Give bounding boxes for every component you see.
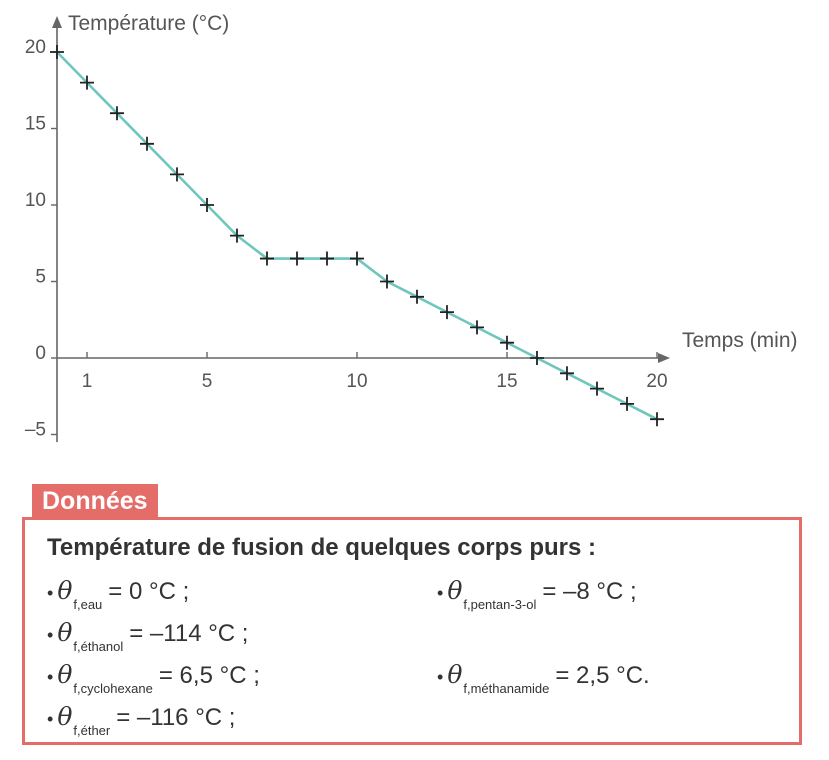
donnees-box: Température de fusion de quelques corps … bbox=[22, 517, 802, 745]
series-line bbox=[56, 51, 658, 421]
donnees-tab: Données bbox=[32, 484, 158, 518]
data-point-marker bbox=[620, 396, 634, 411]
bullet: • bbox=[47, 667, 54, 687]
data-point-marker bbox=[410, 289, 424, 304]
theta-symbol: θ bbox=[447, 660, 463, 689]
entry-subscript: f,pentan-3-ol bbox=[463, 597, 537, 612]
theta-symbol: θ bbox=[57, 618, 73, 647]
y-tick-label: 0 bbox=[35, 343, 46, 364]
donnees-heading: Température de fusion de quelques corps … bbox=[47, 534, 596, 561]
x-axis-label: Temps (min) bbox=[682, 329, 798, 352]
entry-subscript: f,eau bbox=[73, 597, 103, 612]
data-point-marker bbox=[350, 251, 364, 266]
data-point-marker bbox=[110, 106, 124, 121]
entry-cyclohexane: • θ f,cyclohexane = 6,5 °C ; bbox=[47, 660, 260, 696]
entry-subscript: f,éther bbox=[73, 723, 111, 738]
data-point-marker bbox=[290, 251, 304, 266]
x-tick-label: 20 bbox=[646, 371, 667, 392]
temperature-chart: Température (°C)Temps (min)1 5 10 15 2020151… bbox=[25, 12, 798, 443]
data-point-marker bbox=[320, 251, 334, 266]
bullet: • bbox=[47, 625, 54, 645]
theta-symbol: θ bbox=[447, 576, 463, 605]
data-point-marker bbox=[170, 167, 184, 182]
x-tick-label: 15 bbox=[496, 371, 517, 392]
entry-value: = 0 °C ; bbox=[108, 578, 190, 605]
data-point-marker bbox=[50, 45, 64, 59]
y-tick-label: 10 bbox=[25, 190, 46, 211]
entry-eau: • θ f,eau = 0 °C ; bbox=[47, 576, 190, 612]
entry-methanamide: • θ f,méthanamide = 2,5 °C. bbox=[437, 660, 650, 696]
data-point-marker bbox=[590, 381, 604, 396]
x-tick-label: 5 bbox=[202, 371, 213, 392]
entry-value: = –114 °C ; bbox=[129, 620, 249, 647]
entry-value: = 2,5 °C. bbox=[555, 662, 650, 689]
y-axis-label: Température (°C) bbox=[68, 12, 229, 35]
entry-value: = 6,5 °C ; bbox=[158, 662, 260, 689]
theta-symbol: θ bbox=[57, 660, 73, 689]
entry-pentan-3-ol: • θ f,pentan-3-ol = –8 °C ; bbox=[437, 576, 637, 612]
entry-ethanol: • θ f,éthanol = –114 °C ; bbox=[47, 618, 249, 654]
entry-ether: • θ f,éther = –116 °C ; bbox=[47, 702, 236, 738]
x-tick-label: 1 bbox=[82, 371, 93, 392]
entry-subscript: f,cyclohexane bbox=[73, 681, 153, 696]
y-tick-label: 20 bbox=[25, 37, 46, 58]
data-point-marker bbox=[230, 228, 244, 243]
bullet: • bbox=[47, 583, 54, 603]
y-axis-arrow bbox=[52, 16, 62, 28]
x-tick-label: 10 bbox=[346, 371, 367, 392]
data-point-marker bbox=[380, 274, 394, 289]
x-axis-arrow bbox=[658, 353, 670, 363]
data-point-marker bbox=[470, 320, 484, 335]
y-tick-label: 15 bbox=[25, 114, 46, 135]
y-tick-label: –5 bbox=[25, 420, 46, 441]
y-tick-label: 5 bbox=[35, 267, 46, 288]
data-point-marker bbox=[80, 75, 94, 90]
bullet: • bbox=[437, 583, 444, 603]
data-point-marker bbox=[500, 335, 514, 350]
data-point-marker bbox=[650, 412, 664, 427]
data-point-marker bbox=[140, 136, 154, 151]
data-point-marker bbox=[440, 305, 454, 320]
data-point-marker bbox=[530, 351, 544, 365]
data-point-marker bbox=[560, 366, 574, 381]
bullet: • bbox=[47, 709, 54, 729]
bullet: • bbox=[437, 667, 444, 687]
data-point-marker bbox=[260, 251, 274, 266]
entry-value: = –8 °C ; bbox=[542, 578, 637, 605]
entry-subscript: f,éthanol bbox=[73, 639, 124, 654]
theta-symbol: θ bbox=[57, 702, 73, 731]
data-point-marker bbox=[200, 198, 214, 212]
entry-value: = –116 °C ; bbox=[116, 704, 236, 731]
theta-symbol: θ bbox=[57, 576, 73, 605]
entry-subscript: f,méthanamide bbox=[463, 681, 550, 696]
